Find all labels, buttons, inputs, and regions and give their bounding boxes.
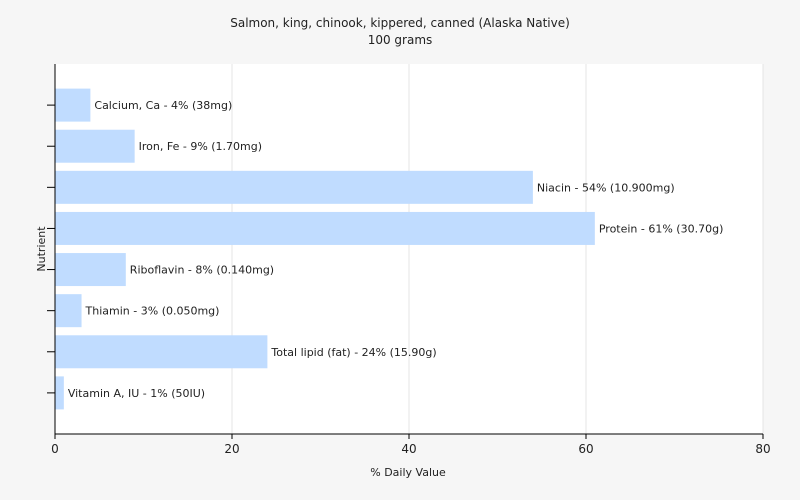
bar-labels-group: Calcium, Ca - 4% (38mg) Iron, Fe - 9% (1.… — [68, 99, 724, 400]
x-tick-label-1: 20 — [224, 442, 239, 456]
x-tick-label-0: 0 — [51, 442, 59, 456]
bar-label-3: Protein - 61% (30.70g) — [599, 222, 724, 235]
bar-6 — [55, 335, 268, 369]
chart-subtitle: 100 grams — [368, 33, 433, 47]
x-tick-label-3: 60 — [578, 442, 593, 456]
bar-3 — [55, 211, 595, 245]
x-axis-label: % Daily Value — [370, 466, 446, 479]
bar-label-0: Calcium, Ca - 4% (38mg) — [94, 99, 232, 112]
chart-title: Salmon, king, chinook, kippered, canned … — [230, 16, 570, 30]
bar-2 — [55, 170, 533, 204]
x-tick-label-2: 40 — [401, 442, 416, 456]
grid-lines — [231, 64, 764, 434]
x-tick-label-4: 80 — [755, 442, 770, 456]
bar-label-7: Vitamin A, IU - 1% (50IU) — [68, 387, 205, 400]
bar-label-1: Iron, Fe - 9% (1.70mg) — [139, 140, 262, 153]
y-axis-label: Nutrient — [35, 226, 48, 272]
bar-label-5: Thiamin - 3% (0.050mg) — [85, 305, 220, 318]
bar-5 — [55, 294, 82, 328]
bar-label-2: Niacin - 54% (10.900mg) — [537, 181, 675, 194]
bars-group — [55, 88, 595, 410]
x-ticks-group: 0 20 40 60 80 — [51, 434, 771, 456]
bar-4 — [55, 253, 126, 287]
bar-0 — [55, 88, 91, 122]
bar-label-6: Total lipid (fat) - 24% (15.90g) — [270, 346, 436, 359]
bar-1 — [55, 129, 135, 163]
bar-7 — [55, 376, 64, 410]
y-ticks-group — [47, 104, 55, 394]
bar-label-4: Riboflavin - 8% (0.140mg) — [130, 264, 274, 277]
